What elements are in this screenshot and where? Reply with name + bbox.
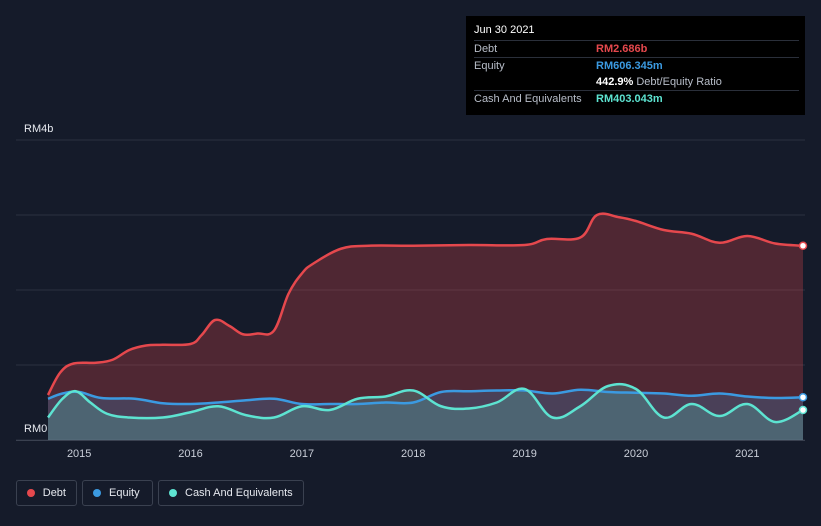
- grid-lines: [16, 139, 805, 441]
- debt-dot-icon: [27, 489, 35, 497]
- series-areas: [48, 213, 803, 440]
- legend-label: Equity: [109, 487, 140, 499]
- end-marker-equity: [798, 393, 808, 402]
- tooltip-label: Equity: [474, 60, 505, 72]
- area-equity: [48, 389, 803, 440]
- x-tick-label: 2020: [624, 448, 648, 460]
- y-tick-label: RM4b: [24, 123, 53, 135]
- y-tick-label: RM0: [24, 423, 47, 435]
- cash-dot-icon: [169, 489, 177, 497]
- legend-item-cash[interactable]: Cash And Equivalents: [158, 480, 304, 506]
- line-cash-and-equivalents: [47, 382, 804, 424]
- y-axis-labels: RM4b RM0: [24, 123, 53, 435]
- end-markers: [798, 241, 808, 415]
- tooltip-value: RM403.043m: [596, 93, 663, 105]
- legend-label: Debt: [42, 487, 66, 499]
- tooltip-date: Jun 30 2021: [474, 24, 535, 36]
- equity-dot-icon: [93, 489, 101, 497]
- series-lines: [46, 212, 804, 424]
- legend-item-equity[interactable]: Equity: [82, 480, 153, 506]
- x-tick-label: 2019: [512, 448, 536, 460]
- tooltip-row-equity: Equity RM606.345m: [474, 57, 799, 74]
- legend-label: Cash And Equivalents: [185, 487, 293, 499]
- x-axis-labels: 2015 2016 2017 2018 2019 2020 2021: [67, 448, 760, 460]
- end-marker-cash-and-equivalents: [798, 405, 808, 415]
- tooltip: Jun 30 2021 Debt RM2.686b Equity RM606.3…: [466, 16, 805, 115]
- x-tick-label: 2016: [178, 448, 202, 460]
- tooltip-label: Cash And Equivalents: [474, 93, 582, 105]
- tooltip-value: RM606.345m: [596, 60, 663, 72]
- line-debt: [46, 212, 804, 396]
- tooltip-row-ratio: 442.9% Debt/Equity Ratio: [474, 74, 799, 90]
- x-tick-label: 2015: [67, 448, 91, 460]
- x-tick-label: 2017: [290, 448, 314, 460]
- x-tick-label: 2018: [401, 448, 425, 460]
- tooltip-row-cash: Cash And Equivalents RM403.043m: [474, 90, 799, 107]
- tooltip-value: RM2.686b: [596, 43, 648, 55]
- tooltip-label: Debt: [474, 43, 498, 55]
- end-marker-debt: [798, 241, 808, 250]
- area-cash-and-equivalents: [48, 384, 803, 440]
- tooltip-value: 442.9%: [596, 76, 634, 88]
- tooltip-sub: Debt/Equity Ratio: [636, 76, 722, 88]
- legend-item-debt[interactable]: Debt: [16, 480, 77, 506]
- line-equity: [47, 388, 804, 406]
- x-tick-label: 2021: [735, 448, 759, 460]
- tooltip-row-debt: Debt RM2.686b: [474, 40, 799, 57]
